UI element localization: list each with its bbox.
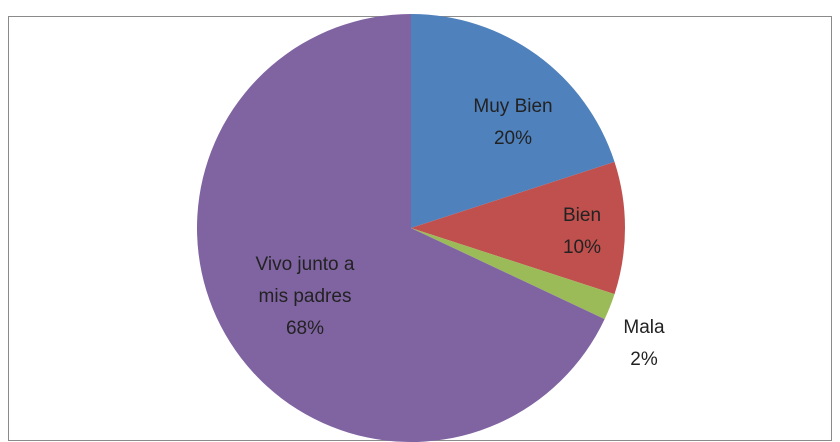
slice-category-label: Muy Bien: [473, 96, 552, 117]
slice-value-label: 68%: [286, 318, 324, 339]
pie-slice: [196, 13, 605, 442]
slice-category-label: Vivo junto a mis padres: [256, 254, 355, 307]
slice-category-label: Bien: [563, 205, 601, 226]
slice-value-label: 10%: [563, 237, 601, 258]
slice-value-label: 20%: [494, 128, 532, 149]
slice-category-label: Mala: [623, 317, 665, 338]
pie-slice: [411, 161, 626, 295]
pie-slice: [411, 14, 615, 228]
slice-value-label: 2%: [630, 349, 658, 370]
pie-slice: [411, 228, 615, 320]
